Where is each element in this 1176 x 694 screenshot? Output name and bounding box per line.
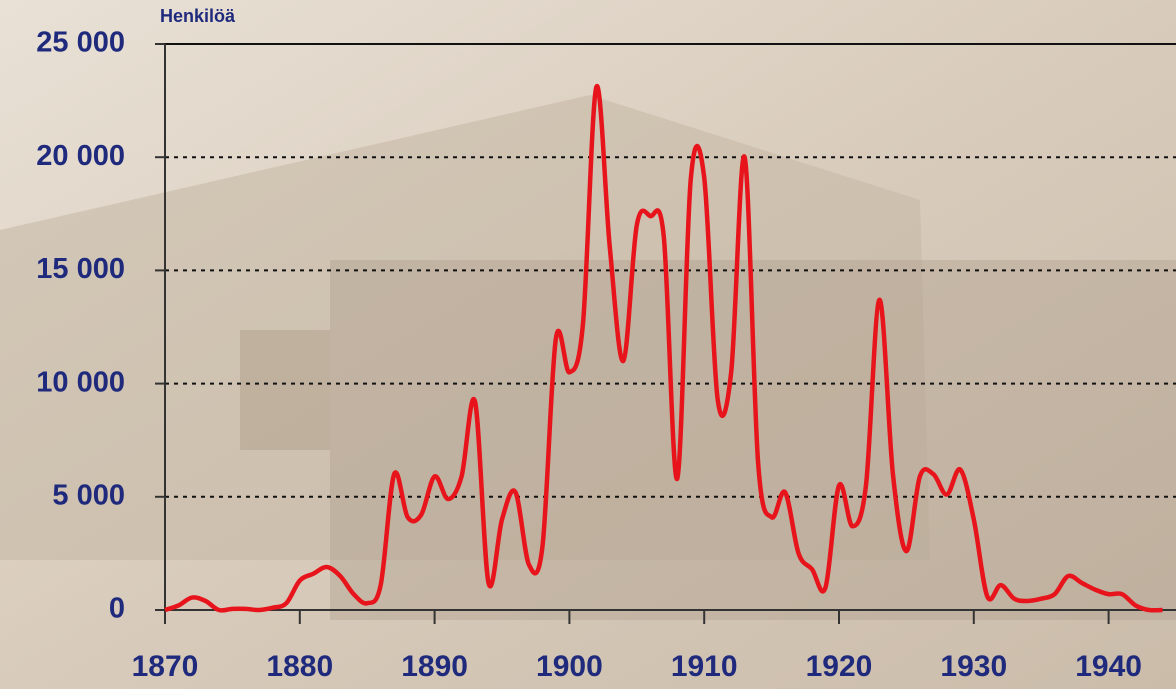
x-tick-label: 1870 [132,650,199,683]
x-tick-label: 1890 [401,650,468,683]
cabin-shape [0,95,930,560]
x-tick-label: 1920 [806,650,873,683]
y-axis-label: Henkilöä [160,6,236,26]
data-line [164,84,1163,613]
x-tick-label: 1880 [266,650,333,683]
y-tick-label: 20 000 [36,140,125,172]
window-shape [240,330,330,450]
y-tick-label: 0 [109,593,125,625]
x-tick-label: 1910 [671,650,738,683]
x-tick-label: 1940 [1075,650,1142,683]
x-tick-label: 1900 [536,650,603,683]
y-tick-label: 25 000 [36,27,125,59]
x-tick-label: 1930 [940,650,1007,683]
y-tick-label: 10 000 [36,366,125,398]
y-tick-label: 5 000 [52,479,125,511]
y-tick-label: 15 000 [36,253,125,285]
